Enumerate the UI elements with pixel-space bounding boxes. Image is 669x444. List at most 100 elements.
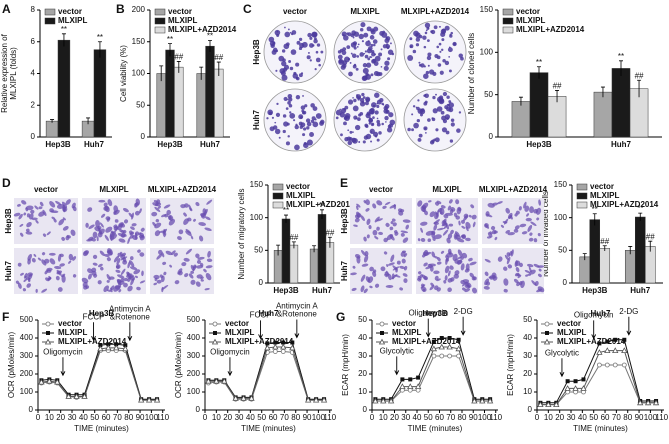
y-tick-label: 50 bbox=[136, 100, 145, 109]
cell bbox=[383, 237, 389, 243]
colony bbox=[418, 34, 423, 39]
cell bbox=[369, 285, 373, 289]
colony bbox=[427, 64, 430, 67]
legend-label: MLXIPL bbox=[58, 328, 87, 337]
colony bbox=[365, 133, 372, 140]
cell bbox=[417, 200, 423, 207]
x-tick-label: 70 bbox=[280, 413, 289, 422]
colony bbox=[424, 31, 428, 35]
row-label: Huh7 bbox=[340, 260, 349, 281]
colony bbox=[448, 56, 451, 58]
cell bbox=[184, 203, 189, 208]
cell bbox=[205, 272, 212, 281]
cell bbox=[109, 234, 114, 241]
cell bbox=[440, 250, 445, 254]
bar bbox=[205, 45, 215, 138]
legend-label: vector bbox=[590, 182, 614, 191]
cell bbox=[364, 251, 369, 256]
colony bbox=[300, 122, 306, 128]
x-axis-label: TIME (minutes) bbox=[573, 424, 628, 433]
cell bbox=[523, 201, 527, 209]
colony bbox=[418, 61, 421, 64]
cell bbox=[173, 252, 178, 257]
colony bbox=[413, 122, 419, 129]
cell bbox=[538, 268, 542, 272]
cell bbox=[374, 283, 380, 288]
cell bbox=[401, 250, 407, 253]
cell bbox=[139, 280, 146, 284]
colony bbox=[281, 61, 287, 67]
x-tick-label: 20 bbox=[555, 413, 564, 422]
marker bbox=[290, 340, 295, 345]
colony bbox=[450, 31, 454, 35]
cell bbox=[154, 222, 162, 229]
cell bbox=[452, 253, 458, 262]
marker bbox=[596, 349, 603, 355]
cell bbox=[113, 285, 120, 292]
cell bbox=[390, 220, 394, 225]
cell bbox=[484, 271, 489, 277]
legend-marker bbox=[378, 338, 386, 345]
legend-label: vector bbox=[516, 7, 540, 16]
colony bbox=[374, 55, 381, 62]
cell bbox=[46, 267, 53, 272]
cell bbox=[81, 277, 89, 284]
colony bbox=[442, 91, 448, 97]
bar bbox=[57, 39, 71, 138]
marker bbox=[486, 397, 494, 404]
cell bbox=[368, 225, 372, 230]
legend-label: vector bbox=[168, 7, 192, 16]
colony bbox=[315, 113, 322, 119]
colony bbox=[306, 126, 310, 130]
colony bbox=[445, 130, 450, 135]
colony bbox=[367, 57, 371, 61]
x-tick-label: 20 bbox=[56, 413, 65, 422]
colony bbox=[446, 95, 450, 99]
cell bbox=[204, 288, 210, 291]
marker bbox=[564, 385, 571, 391]
cell bbox=[103, 202, 108, 207]
error-bar bbox=[208, 40, 212, 52]
colony bbox=[367, 40, 370, 42]
colony bbox=[439, 95, 444, 100]
cell bbox=[123, 282, 128, 288]
bar bbox=[309, 248, 319, 284]
colony bbox=[418, 133, 423, 138]
bar bbox=[624, 250, 636, 284]
y-tick-label: 100 bbox=[480, 47, 494, 56]
cell bbox=[402, 273, 408, 277]
colony bbox=[357, 43, 360, 46]
x-tick-label: 80 bbox=[124, 413, 133, 422]
x-tick-label: Huh7 bbox=[84, 140, 105, 149]
micrograph bbox=[403, 20, 467, 84]
micrograph bbox=[482, 198, 544, 244]
colony bbox=[384, 103, 390, 109]
annotation-text: Glycolytic bbox=[545, 348, 579, 357]
marker bbox=[621, 347, 628, 354]
colony bbox=[283, 64, 290, 70]
colony bbox=[312, 44, 315, 47]
y-tick-label: 30 bbox=[523, 351, 532, 360]
colony bbox=[376, 138, 380, 142]
colony bbox=[282, 58, 286, 62]
cell bbox=[391, 273, 395, 280]
error-bar bbox=[619, 60, 623, 77]
cell bbox=[376, 218, 383, 222]
colony bbox=[335, 109, 342, 116]
colony bbox=[415, 37, 421, 42]
colony bbox=[447, 47, 453, 53]
colony bbox=[338, 59, 343, 64]
cell bbox=[444, 275, 448, 281]
cell bbox=[17, 203, 21, 207]
cell bbox=[456, 206, 462, 215]
y-tick-label: 400 bbox=[187, 333, 201, 342]
cell bbox=[500, 224, 504, 228]
colony bbox=[444, 60, 450, 66]
cell bbox=[493, 274, 496, 278]
colony bbox=[424, 22, 431, 28]
cell bbox=[88, 224, 95, 230]
cell bbox=[434, 256, 438, 259]
legend-label: MLXIPL bbox=[590, 191, 619, 200]
cell bbox=[26, 272, 33, 277]
cell bbox=[128, 274, 134, 280]
